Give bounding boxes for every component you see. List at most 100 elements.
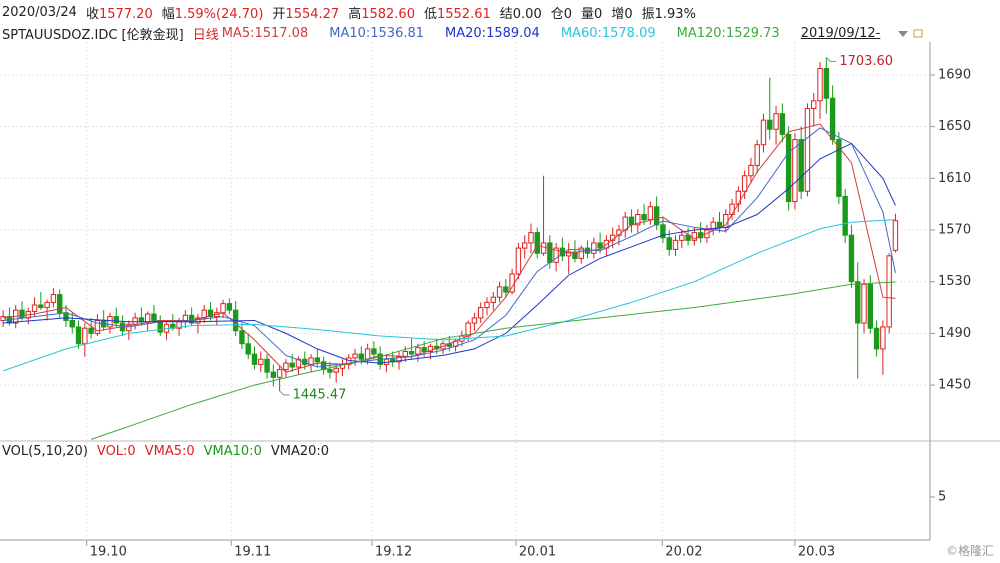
candle-body	[201, 309, 207, 319]
candle-body	[44, 301, 50, 309]
candle-body	[785, 133, 792, 203]
candle-body	[50, 294, 57, 303]
quote-date: 2020/03/24	[2, 5, 77, 20]
candle-body	[578, 247, 584, 259]
quote-label: 量	[581, 7, 595, 22]
ma-line	[2, 219, 896, 372]
ma-line	[3, 142, 896, 364]
candle-body	[823, 67, 830, 99]
quote-label: 仓	[550, 7, 564, 22]
candle-body	[892, 220, 899, 251]
quote-item: 振1.93%	[642, 3, 696, 22]
candle-body	[817, 67, 823, 102]
candle-body	[653, 206, 660, 226]
candle-body	[515, 247, 522, 275]
candle-body	[88, 327, 94, 334]
x-tick-label: 20.01	[519, 545, 556, 560]
candle-body	[861, 283, 867, 324]
candle-body	[396, 356, 402, 363]
candle-body	[327, 369, 333, 373]
candle-body	[126, 323, 132, 332]
candle-body	[69, 319, 75, 328]
candle-body	[484, 301, 490, 309]
candle-body	[421, 347, 427, 352]
candle-body	[691, 232, 698, 241]
y-tick-label: 1650	[938, 119, 971, 134]
candle-body	[63, 312, 69, 321]
volume-legend-entry: VMA20:0	[270, 444, 330, 459]
quote-item: 开1554.27	[272, 3, 339, 22]
candle-body	[195, 317, 201, 324]
legend-entry: MA10:1536.81	[329, 26, 425, 41]
quote-value: 1582.60	[361, 7, 415, 22]
candle-body	[132, 317, 138, 325]
quote-item: 收1577.20	[86, 3, 153, 22]
candle-body	[672, 239, 679, 250]
legend-entry: MA5:1517.08	[221, 26, 309, 41]
volume-legend-entry: VOL(5,10,20)	[2, 444, 88, 459]
candle-body	[107, 316, 113, 328]
candle-body	[635, 214, 641, 226]
watermark: ©格隆汇	[945, 544, 994, 558]
candle-body	[760, 119, 767, 146]
quote-row: 2020/03/24 收1577.20 幅1.59%(24.70) 开1554.27 高…	[2, 3, 696, 22]
candle-body	[226, 303, 233, 311]
candle-body	[597, 242, 603, 249]
candle-body	[792, 139, 798, 203]
candle-body	[207, 309, 214, 318]
y-tick-label: 1570	[938, 223, 971, 238]
candle-body	[666, 237, 672, 250]
candle-body	[38, 304, 44, 309]
candle-body	[490, 296, 496, 303]
candle-body	[886, 255, 892, 328]
candle-body	[547, 242, 553, 263]
candle-body	[308, 357, 314, 365]
candle-body	[245, 343, 251, 355]
candle-body	[798, 139, 804, 192]
x-tick-label: 20.02	[665, 545, 702, 560]
candle-body	[314, 357, 321, 363]
quote-value: 1554.27	[285, 7, 340, 22]
volume-legend-entry: VMA10:0	[203, 444, 262, 459]
x-tick-label: 19.10	[90, 545, 127, 560]
annotation-label: 1445.47	[293, 387, 347, 402]
annotation-label: 1703.60	[839, 54, 893, 69]
date-range: 2019/09/12-	[800, 26, 881, 41]
candle-body	[647, 206, 654, 221]
candle-body	[842, 195, 848, 236]
quote-label: 低	[423, 7, 437, 22]
ma-line	[3, 123, 896, 373]
volume-legend-entry: VMA5:0	[144, 444, 195, 459]
candle-body	[264, 358, 270, 373]
candle-body	[75, 326, 82, 345]
candle-body	[503, 286, 509, 293]
dropdown-icon[interactable]	[898, 31, 908, 37]
quote-item: 高1582.60	[348, 3, 415, 22]
lock-icon[interactable]	[913, 29, 923, 38]
candle-body	[848, 234, 855, 283]
candle-body	[754, 144, 760, 166]
quote-value: 0	[624, 7, 633, 22]
quote-value: 1552.61	[436, 7, 491, 22]
candle-body	[289, 362, 295, 368]
quote-value: 0.00	[512, 7, 542, 22]
volume-legend-entry: VOL:0	[96, 444, 136, 459]
period: 日线	[192, 28, 219, 43]
quote-item: 低1552.61	[424, 3, 491, 22]
y-tick-label: 5	[938, 489, 946, 504]
candle-body	[660, 224, 666, 239]
candle-body	[333, 367, 339, 373]
y-tick-label: 1690	[938, 67, 971, 82]
candle-body	[534, 232, 540, 254]
candle-body	[364, 348, 371, 360]
annotation-leader	[279, 390, 290, 396]
ma-line	[90, 281, 896, 440]
volume-legend-row: VOL(5,10,20) VOL:0 VMA5:0 VMA10:0 VMA20:0	[2, 444, 329, 459]
candle-body	[779, 113, 786, 135]
candle-body	[735, 190, 742, 205]
quote-label: 收	[85, 7, 99, 22]
candle-body	[56, 294, 63, 314]
candle-body	[873, 327, 880, 350]
candle-body	[239, 330, 245, 345]
